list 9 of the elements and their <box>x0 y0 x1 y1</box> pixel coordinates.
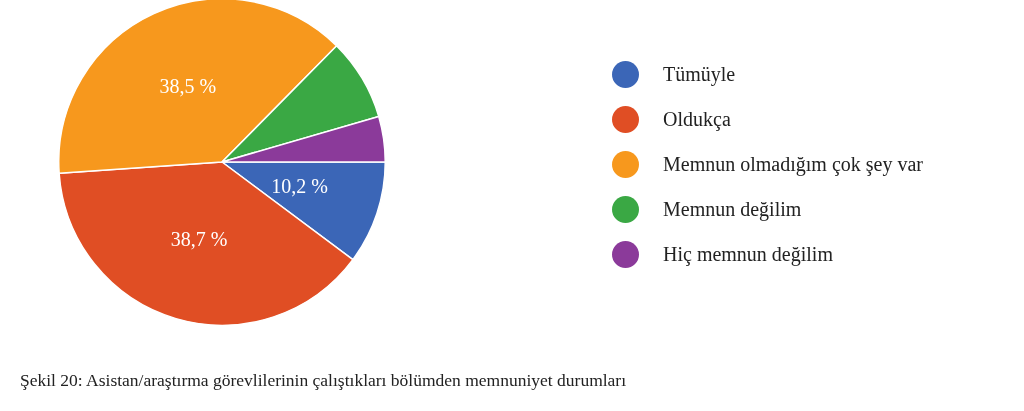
data-label: 10,2 % <box>271 174 328 197</box>
legend-label: Memnun olmadığım çok şey var <box>663 153 923 176</box>
legend-label: Memnun değilim <box>663 198 802 221</box>
legend-label: Oldukça <box>663 108 731 131</box>
data-label: 38,5 % <box>159 75 217 98</box>
data-label: 38,7 % <box>170 227 228 250</box>
legend-label: Hiç memnun değilim <box>663 243 833 266</box>
text: Şekil 20: Asistan/araştırma görevlilerinin çalıştıkları bölümden memnuniyet durumları <box>20 370 627 391</box>
legend-label: Tümüyle <box>663 63 736 86</box>
